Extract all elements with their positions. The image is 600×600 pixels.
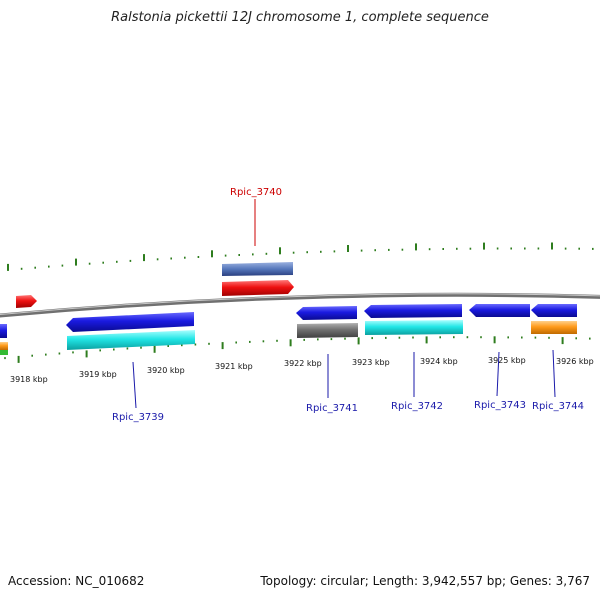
- gene-label-rpic-3743[interactable]: Rpic_3743: [474, 400, 526, 411]
- sequence-summary-text: Topology: circular; Length: 3,942,557 bp…: [260, 574, 590, 588]
- gene-label-rpic-3742[interactable]: Rpic_3742: [391, 401, 443, 412]
- gene-label-rpic-3744[interactable]: Rpic_3744: [532, 401, 584, 412]
- outer-tick-row: [7, 242, 594, 271]
- kbp-label: 3920 kbp: [147, 366, 185, 375]
- kbp-label: 3918 kbp: [10, 375, 48, 384]
- gene-orange-edge[interactable]: [0, 342, 8, 350]
- gene-rpic-3740[interactable]: [222, 280, 294, 296]
- gene-rpic-3744-orange[interactable]: [531, 321, 577, 334]
- gene-rpic-3744[interactable]: [531, 304, 577, 317]
- gene-blue-edge[interactable]: [0, 324, 7, 338]
- kbp-label: 3925 kbp: [488, 356, 526, 365]
- gene-rpic-3741[interactable]: [296, 306, 357, 320]
- gene-red-small[interactable]: [16, 295, 37, 308]
- map-title: Ralstonia pickettii 12J chromosome 1, co…: [111, 10, 489, 25]
- gene-rpic-3743[interactable]: [469, 304, 530, 317]
- kbp-label: 3923 kbp: [352, 358, 390, 367]
- accession-text: Accession: NC_010682: [8, 574, 145, 588]
- kbp-label: 3922 kbp: [284, 359, 322, 368]
- gene-rpic-3742[interactable]: [364, 304, 462, 318]
- kbp-label: 3924 kbp: [420, 357, 458, 366]
- chromosome-backbone-highlight: [0, 293, 600, 316]
- chromosome-backbone: [0, 292, 600, 318]
- gene-green-edge[interactable]: [0, 350, 8, 355]
- gene-label-rpic-3739[interactable]: Rpic_3739: [112, 412, 164, 423]
- kbp-label: 3919 kbp: [79, 370, 117, 379]
- leader-line-rpic-3739: [132, 361, 137, 409]
- gene-rpic-3740-upper[interactable]: [222, 262, 293, 276]
- gene-rpic-3739-cyan[interactable]: [67, 330, 195, 350]
- gene-rpic-3741-gray[interactable]: [297, 323, 358, 338]
- gene-rpic-3742-cyan[interactable]: [365, 320, 463, 335]
- gene-rpic-3739[interactable]: [66, 312, 194, 332]
- leader-line-rpic-3744: [552, 349, 556, 398]
- kbp-label: 3921 kbp: [215, 362, 253, 371]
- inner-tick-row: [4, 336, 591, 363]
- gene-label-rpic-3741[interactable]: Rpic_3741: [306, 403, 358, 414]
- leader-line-rpic-3743: [496, 351, 500, 397]
- kbp-label: 3926 kbp: [556, 357, 594, 366]
- gene-label-rpic-3740[interactable]: Rpic_3740: [230, 187, 282, 198]
